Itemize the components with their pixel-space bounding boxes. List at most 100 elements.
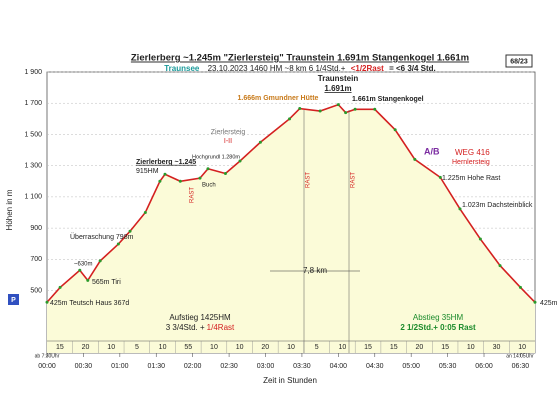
point (458, 207, 462, 211)
x-tick-label: 01:30 (147, 363, 165, 370)
point (116, 242, 120, 246)
point (206, 167, 210, 171)
subtitle-part: = <6 3/4 Std. (389, 64, 436, 73)
annotation: 915HM (136, 168, 159, 175)
annotation: 1.666m Gmundner Hütte (238, 95, 319, 102)
annotation: I-II (224, 138, 232, 145)
y-axis-label: Höhen in m (5, 189, 14, 230)
annotations: Traunstein 1.691m 1.666m Gmundner Hütte … (8, 74, 558, 359)
annotation: 565m Tiri (92, 279, 121, 286)
chart-title: Zierlerberg ~1.245m "Zierlersteig" Traun… (131, 53, 469, 64)
x-tick-label: 03:30 (293, 363, 311, 370)
annotation: Abstieg 35HM (413, 313, 464, 322)
annotation: an 14:05Uhr (506, 353, 534, 359)
point (413, 157, 417, 161)
annotation: RAST (351, 172, 357, 188)
annotation: 7,8 km (303, 266, 327, 275)
point (163, 172, 167, 176)
segment-minutes: 20 (416, 344, 424, 351)
page-number: 68/23 (510, 58, 528, 65)
annotation: 1.225m Hohe Rast (442, 175, 500, 182)
point (143, 211, 147, 214)
annotation: 1.023m Dachsteinblick (462, 202, 533, 209)
annotation: Überraschung 798m (70, 233, 134, 241)
point (498, 264, 502, 268)
annotation: 3 3/4Std. +1/4Rast (166, 323, 235, 332)
annotation: Hochgrundl 1.280m (192, 154, 240, 160)
annotation: WEG 416 (455, 148, 490, 157)
point (98, 259, 102, 263)
annotation: A/B (424, 146, 440, 156)
segment-minutes: 5 (135, 344, 139, 351)
segment-minutes: 30 (493, 344, 501, 351)
segment-minutes: 10 (210, 344, 218, 351)
segment-minutes: 15 (56, 344, 64, 351)
area (47, 104, 535, 353)
x-tick-label: 06:30 (512, 363, 530, 370)
segment-minutes: 10 (107, 344, 115, 351)
x-tick-label: 00:30 (75, 363, 93, 370)
annotation: Zierlersteig (211, 129, 246, 136)
x-tick-label: 02:00 (184, 363, 202, 370)
subtitle-part: Traunsee (164, 64, 200, 73)
x-tick-label: 05:00 (402, 363, 420, 370)
point (478, 237, 482, 241)
segment-row: 15 20 10 5 10 55 10 10 20 10 5 10 15 15 20 15 10 30 10 (56, 341, 526, 353)
annotation: ab 7:30Uhr (35, 353, 60, 359)
annotation: RAST (306, 172, 312, 188)
y-tick-label: 1 100 (24, 194, 42, 201)
y-tick-label: 900 (30, 225, 42, 232)
x-tick-label: 05:30 (439, 363, 457, 370)
y-tick-label: 1 500 (24, 131, 42, 138)
point (258, 140, 262, 144)
x-tick-label: 03:00 (257, 363, 275, 370)
point (158, 179, 162, 183)
segment-minutes: 10 (159, 344, 167, 351)
annotation: RAST (190, 187, 196, 203)
annotation: 2 1/2Std.+ 0:05 Rast (400, 323, 476, 332)
x-tick-label: 02:30 (220, 363, 238, 370)
segment-minutes: 20 (82, 344, 90, 351)
point (298, 107, 302, 111)
point (198, 176, 202, 180)
x-tick-label: 04:30 (366, 363, 384, 370)
annotation: Buch (202, 183, 216, 189)
annotation: Traunstein (318, 74, 359, 83)
x-axis-label: Zeit in Stunden (263, 376, 317, 385)
point (78, 268, 82, 272)
y-tick-label: 1 300 (24, 163, 42, 170)
point (45, 300, 49, 304)
y-tick-label: 1 900 (24, 69, 42, 76)
segment-minutes: 15 (364, 344, 372, 351)
point (288, 117, 292, 121)
point (318, 109, 322, 113)
point (336, 103, 340, 107)
point (438, 175, 442, 179)
annotation: 1/4Rast (207, 323, 235, 332)
segment-minutes: 10 (518, 344, 526, 351)
subtitle: Traunsee 23.10.2023 1460 HM ~8 km 6 1/4S… (164, 64, 436, 73)
segment-minutes: 10 (467, 344, 475, 351)
segment-minutes: 15 (390, 344, 398, 351)
segment-minutes: 10 (287, 344, 295, 351)
subtitle-part: <1/2Rast (351, 64, 384, 73)
point (393, 128, 397, 132)
parking-icon (8, 294, 19, 305)
segment-minutes: 10 (236, 344, 244, 351)
annotation: 1.691m (324, 84, 351, 93)
annotation: 3 3/4Std. + (166, 323, 205, 332)
x-tick-label: 01:00 (111, 363, 129, 370)
annotation: 425m Teutsch Haus 367d (50, 300, 129, 307)
page-box (505, 54, 533, 68)
segment-minutes: 15 (441, 344, 449, 351)
x-tick-label: 00:00 (38, 363, 56, 370)
annotation: Hernlersteig (452, 159, 490, 166)
annotation: 1.661m Stangenkogel (352, 96, 424, 103)
point (86, 278, 90, 282)
point (223, 171, 227, 175)
annotation: 425m (540, 300, 558, 307)
annotation: ~630m (74, 262, 93, 268)
annotation: Aufstieg 1425HM (169, 313, 231, 322)
subtitle-part: 23.10.2023 1460 HM ~8 km 6 1/4Std.+ (208, 64, 346, 73)
point (238, 159, 242, 163)
